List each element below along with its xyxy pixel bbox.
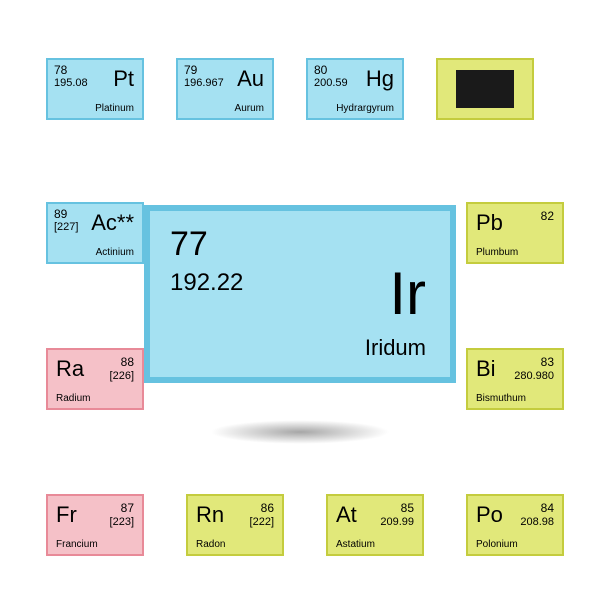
- element-tile-pt: 78 195.08 Pt Platinum: [46, 58, 144, 120]
- element-symbol: Fr: [56, 502, 77, 528]
- atomic-mass: [222]: [250, 516, 274, 528]
- element-name: Hydrargyrum: [336, 103, 394, 114]
- drop-shadow: [210, 420, 390, 444]
- atomic-mass: 280.980: [514, 370, 554, 382]
- atomic-number: 88: [121, 356, 134, 369]
- atomic-mass: [223]: [110, 516, 134, 528]
- element-name: Bismuthum: [476, 393, 526, 404]
- element-tile-ra: Ra 88 [226] Radium: [46, 348, 144, 410]
- element-symbol: Ra: [56, 356, 84, 382]
- atomic-number: 85: [401, 502, 414, 515]
- element-name: Actinium: [96, 247, 134, 258]
- atomic-number: 82: [541, 210, 554, 223]
- element-name: Plumbum: [476, 247, 518, 258]
- element-tile-rn: Rn 86 [222] Radon: [186, 494, 284, 556]
- watermark-icon: [456, 70, 514, 108]
- featured-atomic-number: 77: [170, 227, 430, 261]
- element-tile-at: At 85 209.99 Astatium: [326, 494, 424, 556]
- element-symbol: Po: [476, 502, 503, 528]
- element-name: Astatium: [336, 539, 375, 550]
- featured-element-tile: 77 192.22 Ir Iridum: [144, 205, 456, 383]
- element-tile-pb: Pb 82 Plumbum: [466, 202, 564, 264]
- element-name: Radium: [56, 393, 90, 404]
- element-name: Francium: [56, 539, 98, 550]
- element-symbol: At: [336, 502, 357, 528]
- element-symbol: Rn: [196, 502, 224, 528]
- element-tile-obscured: [436, 58, 534, 120]
- atomic-mass: 208.98: [520, 516, 554, 528]
- atomic-mass: [226]: [110, 370, 134, 382]
- featured-name: Iridum: [365, 335, 426, 361]
- element-tile-au: 79 196.967 Au Aurum: [176, 58, 274, 120]
- element-symbol: Bi: [476, 356, 496, 382]
- element-tile-bi: Bi 83 280.980 Bismuthum: [466, 348, 564, 410]
- atomic-number: 84: [541, 502, 554, 515]
- element-tile-fr: Fr 87 [223] Francium: [46, 494, 144, 556]
- element-name: Platinum: [95, 103, 134, 114]
- atomic-mass: 209.99: [380, 516, 414, 528]
- element-name: Polonium: [476, 539, 518, 550]
- element-symbol: Ac**: [91, 210, 134, 236]
- element-tile-ac: 89 [227] Ac** Actinium: [46, 202, 144, 264]
- element-tile-hg: 80 200.59 Hg Hydrargyrum: [306, 58, 404, 120]
- atomic-number: 83: [541, 356, 554, 369]
- element-symbol: Pb: [476, 210, 503, 236]
- atomic-number: 87: [121, 502, 134, 515]
- element-name: Aurum: [235, 103, 264, 114]
- featured-symbol: Ir: [389, 259, 426, 328]
- element-name: Radon: [196, 539, 225, 550]
- element-tile-po: Po 84 208.98 Polonium: [466, 494, 564, 556]
- element-symbol: Au: [237, 66, 264, 92]
- atomic-number: 86: [261, 502, 274, 515]
- element-symbol: Pt: [113, 66, 134, 92]
- element-symbol: Hg: [366, 66, 394, 92]
